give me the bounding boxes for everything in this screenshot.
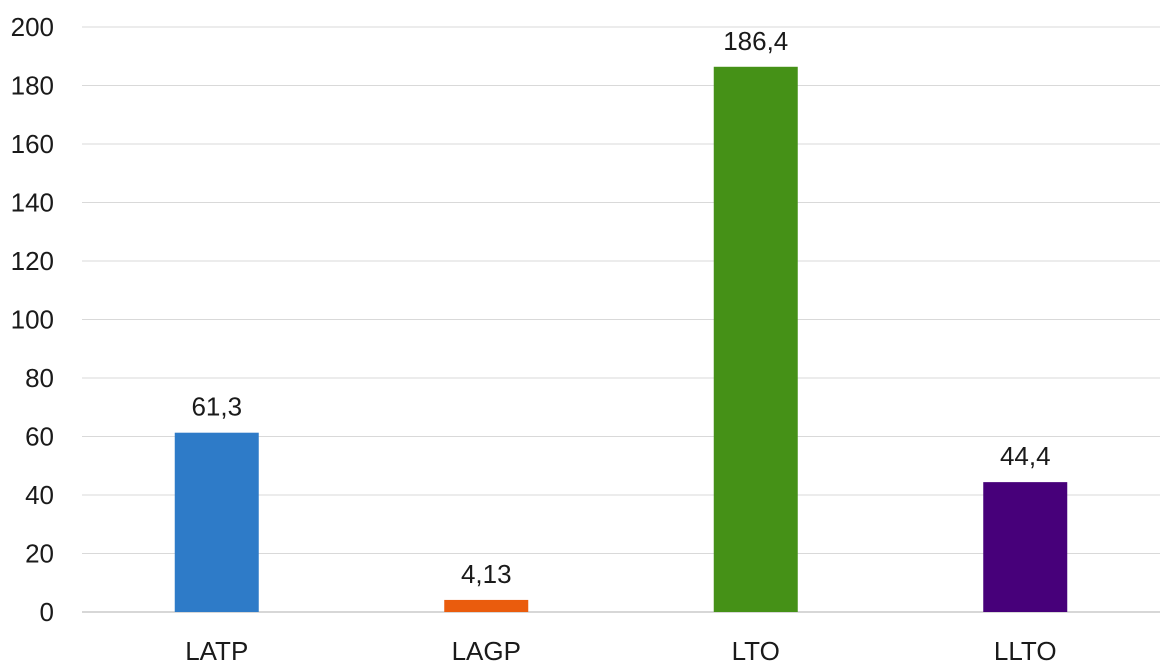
y-axis-ticks: 0 20 40 60 80 100 120 140 160 180 200 [11,12,54,627]
data-label-llto: 44,4 [1000,441,1051,471]
data-label-latp: 61,3 [191,392,242,422]
gridlines [82,26,1160,613]
category-label-llto: LLTO [994,636,1057,666]
category-label-lagp: LAGP [452,636,521,666]
bar-latp [174,432,259,612]
y-tick-label-100: 100 [11,305,54,335]
bar-llto [983,482,1068,612]
y-tick-label-60: 60 [25,422,54,452]
bar-lagp [444,599,529,612]
data-label-lagp: 4,13 [461,559,512,589]
y-tick-label-120: 120 [11,246,54,276]
y-tick-label-200: 200 [11,12,54,42]
bars [174,66,1068,612]
y-tick-label-0: 0 [40,597,54,627]
y-tick-label-160: 160 [11,129,54,159]
y-tick-label-80: 80 [25,363,54,393]
data-labels: 61,3 4,13 186,4 44,4 [191,26,1050,589]
bar-lto [713,66,798,612]
category-label-lto: LTO [732,636,780,666]
y-tick-label-140: 140 [11,188,54,218]
y-tick-label-180: 180 [11,71,54,101]
data-label-lto: 186,4 [723,26,788,56]
y-tick-label-40: 40 [25,480,54,510]
y-tick-label-20: 20 [25,539,54,569]
x-axis-categories: LATP LAGP LTO LLTO [185,636,1056,666]
category-label-latp: LATP [185,636,248,666]
